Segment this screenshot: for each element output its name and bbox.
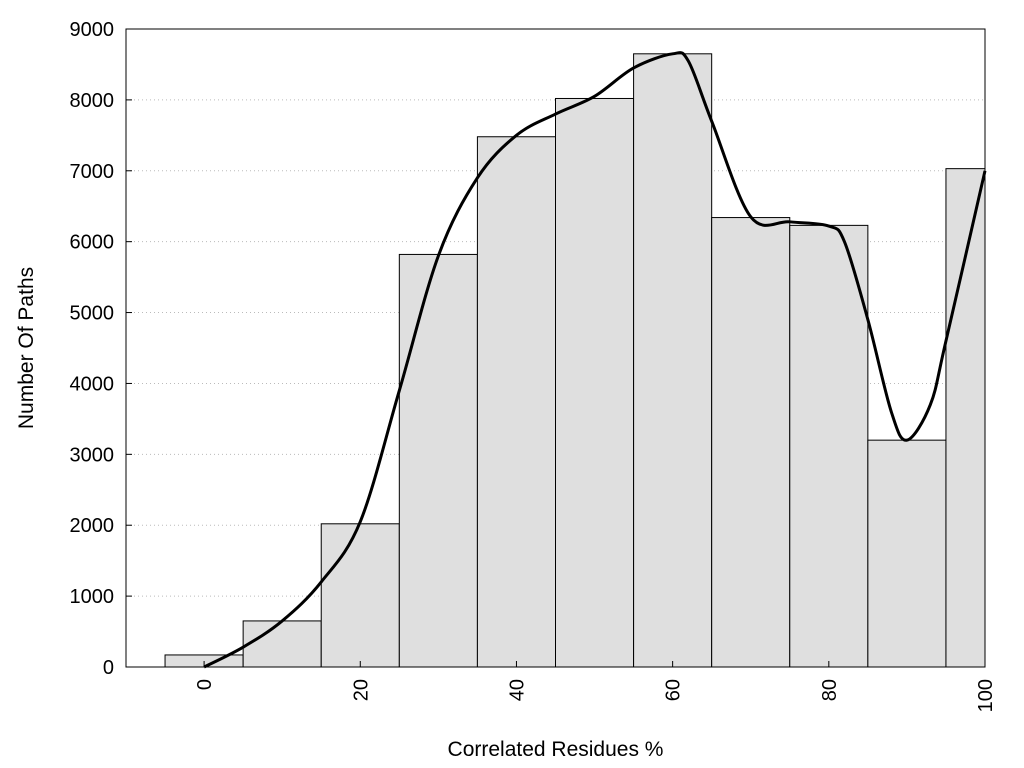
y-tick-label: 5000 (70, 303, 115, 325)
bars (164, 53, 986, 668)
plot-frame (125, 28, 986, 668)
histogram-bar (789, 224, 869, 668)
y-axis-ticks: 0 1000 2000 3000 4000 5000 6000 7000 8000 9000 (70, 19, 132, 679)
y-tick-label: 1000 (70, 586, 115, 608)
y-axis-label: Number Of Paths (15, 267, 38, 429)
y-tick-label: 4000 (70, 373, 115, 395)
histogram-bar (867, 439, 947, 668)
histogram-bar (398, 253, 478, 668)
histogram-bar (711, 217, 791, 668)
histogram-bar (320, 523, 400, 668)
y-tick-label: 2000 (70, 515, 115, 537)
histogram-bar (945, 168, 986, 668)
histogram-bar (633, 53, 713, 668)
y-tick-label: 7000 (70, 161, 115, 183)
x-axis-ticks: 0 20 40 60 80 100 (194, 661, 997, 712)
x-tick-label: 100 (975, 679, 997, 712)
x-tick-label: 80 (819, 679, 841, 701)
y-tick-label: 3000 (70, 444, 115, 466)
y-tick-label: 6000 (70, 232, 115, 254)
fit-curve-layer (203, 51, 987, 669)
fit-curve (203, 51, 987, 669)
x-tick-label: 40 (506, 679, 528, 701)
y-tick-label: 9000 (70, 19, 115, 41)
y-tick-label: 0 (103, 657, 114, 679)
histogram-bar (242, 620, 322, 668)
histogram-bar (555, 97, 635, 668)
x-tick-label: 20 (350, 679, 372, 701)
y-tick-label: 8000 (70, 90, 115, 112)
histogram-bar (476, 136, 556, 668)
x-axis-label: Correlated Residues % (448, 738, 664, 761)
x-tick-label: 0 (194, 679, 216, 690)
x-tick-label: 60 (663, 679, 685, 701)
